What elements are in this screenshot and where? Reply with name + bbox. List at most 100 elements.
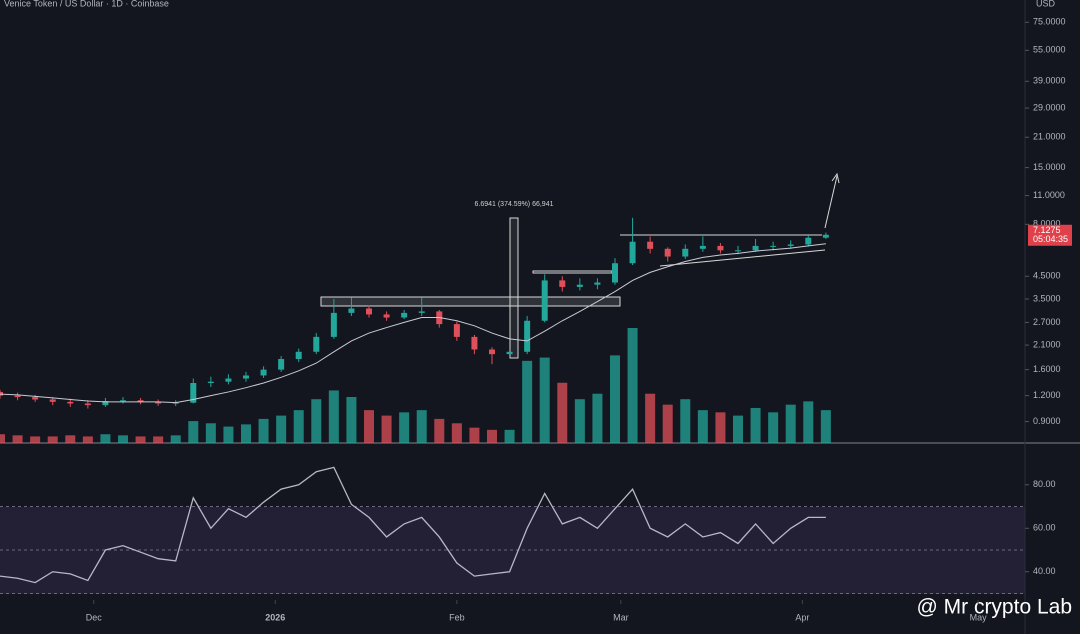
x-tick-label: Dec	[86, 612, 103, 622]
x-tick-label: Feb	[449, 612, 465, 622]
candle-body	[348, 308, 355, 313]
candle-body	[805, 237, 812, 245]
rsi-tick-label: 80.00	[1033, 479, 1056, 489]
volume-bar	[311, 399, 322, 443]
candle-body	[629, 241, 636, 264]
y-tick-label: 21.0000	[1033, 132, 1066, 142]
candle-body	[453, 324, 460, 337]
candle-body	[295, 351, 302, 360]
y-tick-label: 3.5000	[1033, 293, 1061, 303]
y-tick-label: 55.0000	[1033, 45, 1066, 55]
volume-bar	[592, 393, 603, 443]
x-tick-label: 2026	[265, 612, 285, 622]
candle-body	[612, 263, 618, 283]
volume-bar	[205, 423, 216, 443]
price-tag	[1028, 224, 1072, 246]
candle-body	[120, 400, 126, 402]
candle-body	[489, 349, 495, 355]
volume-bar	[12, 435, 23, 443]
volume-bar	[47, 436, 58, 443]
watermark: @ Mr crypto Lab	[916, 596, 1072, 619]
volume-bar	[416, 410, 427, 443]
measure-tool	[509, 217, 519, 359]
volume-bar	[522, 360, 533, 443]
candle-body	[735, 250, 741, 252]
candle-body	[717, 245, 724, 251]
volume-bar	[434, 418, 445, 443]
candle-body	[383, 314, 390, 318]
candle-body	[137, 400, 144, 402]
candle-body	[682, 248, 689, 257]
last-price: 7.1275	[1033, 225, 1061, 235]
volume-bar	[469, 427, 480, 443]
candle-body	[243, 375, 249, 379]
volume-bar	[188, 421, 199, 443]
rsi-tick-label: 60.00	[1033, 523, 1056, 533]
arrow-head	[831, 172, 840, 184]
candle-body	[155, 401, 162, 404]
candle-body	[260, 369, 267, 376]
candle-body	[14, 395, 21, 398]
volume-bar	[328, 390, 339, 443]
volume-bar	[820, 410, 831, 443]
y-tick-label: 39.0000	[1033, 76, 1066, 86]
moving-average	[0, 243, 826, 404]
chart-title: Venice Token / US Dollar · 1D · Coinbase	[4, 0, 169, 8]
candle-body	[207, 381, 214, 384]
volume-bar	[276, 415, 287, 443]
currency: USD	[1036, 0, 1056, 8]
volume-bar	[662, 404, 673, 443]
y-tick-label: 2.7000	[1033, 317, 1061, 327]
volume-bar	[241, 424, 251, 443]
volume-bar	[697, 410, 708, 443]
volume-bar	[750, 407, 761, 443]
candle-body	[699, 245, 706, 249]
candle-body	[594, 282, 601, 285]
volume-bar	[364, 410, 374, 443]
candle-body	[67, 401, 74, 404]
candle-body	[401, 312, 408, 318]
volume-bar	[803, 401, 814, 443]
y-tick-label: 1.2000	[1033, 390, 1061, 400]
trend-line	[659, 249, 826, 267]
volume-bar	[0, 434, 5, 443]
candle-body	[225, 378, 232, 382]
measure-label: 6.6941 (374.59%) 66,941	[474, 201, 553, 208]
candle-body	[471, 336, 478, 350]
volume-bar	[65, 435, 76, 443]
candle-body	[770, 245, 777, 247]
volume-bar	[135, 436, 146, 443]
volume-bar	[627, 328, 638, 443]
countdown: 05:04:35	[1033, 234, 1068, 244]
candle-body	[576, 284, 583, 287]
candle-body	[647, 241, 654, 249]
volume-bar	[118, 435, 128, 443]
candle-body	[84, 403, 91, 406]
y-tick-label: 75.0000	[1033, 17, 1066, 27]
range-box	[320, 296, 621, 307]
volume-bar	[768, 412, 779, 443]
candle-body	[506, 351, 513, 355]
y-tick-label: 1.6000	[1033, 364, 1061, 374]
candle-body	[664, 248, 671, 257]
volume-bar	[82, 436, 93, 443]
candle-body	[541, 280, 548, 321]
y-tick-label: 8.0000	[1033, 219, 1061, 229]
candle-body	[313, 336, 320, 352]
candle-body	[190, 383, 197, 403]
candle-body	[278, 359, 285, 370]
volume-bar	[610, 355, 620, 443]
y-tick-label: 29.0000	[1033, 102, 1066, 112]
x-tick-label: Apr	[795, 612, 809, 622]
volume-bar	[381, 415, 392, 443]
candle-body	[366, 308, 372, 315]
candle-body	[559, 280, 566, 287]
rsi-tick-label: 40.00	[1033, 566, 1056, 576]
volume-bar	[487, 429, 497, 443]
candle-body	[330, 312, 337, 337]
volume-bar	[153, 436, 164, 443]
volume-bar	[100, 434, 111, 443]
x-tick-label: May	[970, 612, 988, 622]
